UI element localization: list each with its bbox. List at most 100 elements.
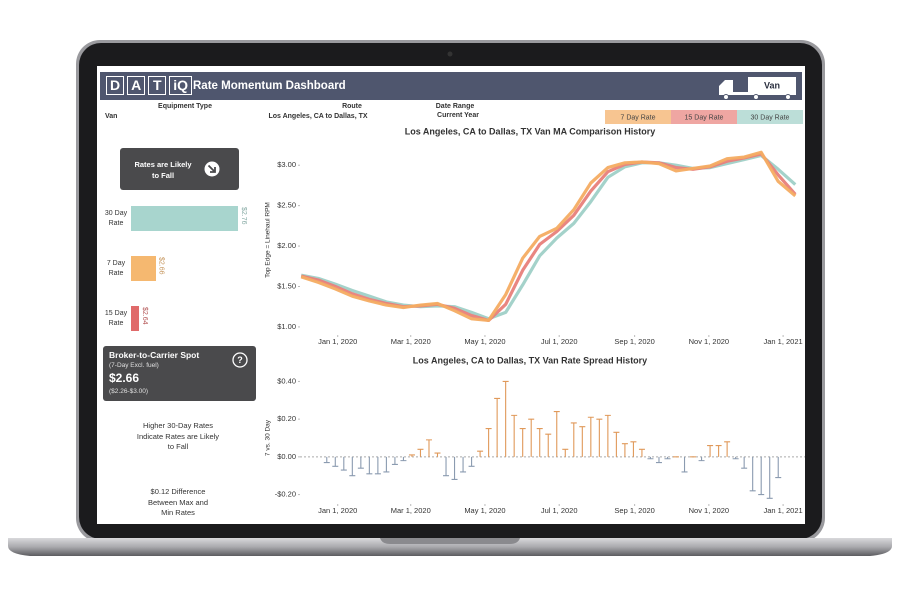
spread-bar (732, 456, 739, 460)
chart-title: Los Angeles, CA to Dallas, TX Van MA Com… (405, 126, 656, 136)
legend-swatch (605, 110, 671, 124)
spot-value: $2.66 (109, 371, 140, 385)
laptop-base (8, 538, 892, 556)
y-tick-label: $1.00 (277, 322, 296, 331)
filter-label: Date Range (435, 103, 475, 110)
spread-bar (715, 444, 722, 457)
category-label: 15 Day Rate (104, 310, 128, 328)
y-tick-label: $2.00 (277, 241, 296, 250)
logo-letter: iQ (169, 76, 193, 95)
x-tick-label: Nov 1, 2020 (689, 506, 729, 515)
spread-bar (741, 456, 748, 469)
help-icon (232, 352, 248, 368)
x-tick-label: Jul 1, 2020 (541, 337, 578, 346)
spread-bar (468, 456, 475, 467)
logo-letter: A (127, 76, 146, 95)
spread-bar (647, 456, 654, 460)
signal-text: Rates are Likely to Fall (134, 160, 192, 181)
legend-swatch (671, 110, 737, 124)
spread-bar (587, 416, 594, 457)
spread-bar (494, 397, 501, 457)
x-tick-label: Mar 1, 2020 (391, 506, 431, 515)
filter-value[interactable]: Los Angeles, CA to Dallas, TX (268, 113, 368, 120)
x-tick-label: May 1, 2020 (464, 337, 505, 346)
spread-bar (545, 433, 552, 457)
spread-bar (340, 456, 347, 471)
equipment-badge: Van (764, 80, 780, 90)
spread-bar (425, 439, 432, 457)
note: Higher 30-Day Rates Indicate Rates are L… (136, 421, 220, 451)
spread-bar (383, 456, 390, 473)
spread-bar (579, 426, 586, 457)
screen (97, 66, 805, 524)
y-tick-label: $0.20 (277, 414, 296, 423)
y-tick-label: $3.00 (277, 160, 296, 169)
spread-bar (570, 422, 577, 457)
y-tick-label: $2.50 (277, 201, 296, 210)
x-tick-label: Jul 1, 2020 (541, 506, 578, 515)
x-tick-label: Jan 1, 2020 (318, 337, 357, 346)
x-tick-label: Jan 1, 2020 (318, 506, 357, 515)
help-glyph: ? (237, 355, 243, 365)
spread-bar (681, 456, 688, 473)
legend-label: 15 Day Rate (685, 114, 724, 121)
spread-bar (357, 456, 364, 469)
x-tick-label: Sep 1, 2020 (614, 337, 654, 346)
logo-letter: T (148, 76, 167, 95)
spread-bar (562, 448, 569, 457)
spread-bar (724, 441, 731, 457)
spread-bar (766, 456, 773, 499)
spread-bar (417, 448, 424, 457)
legend-label: 7 Day Rate (620, 114, 655, 121)
x-tick-label: May 1, 2020 (464, 506, 505, 515)
spread-bar (443, 456, 450, 477)
spread-bar (332, 456, 339, 467)
camera (447, 51, 453, 57)
x-tick-label: Jan 1, 2021 (763, 337, 802, 346)
header-bar (100, 72, 802, 100)
spread-bar (613, 431, 620, 457)
x-tick-label: Mar 1, 2020 (391, 337, 431, 346)
spread-bar (477, 450, 484, 457)
spot-subtitle: (7-Day Excl. fuel) (109, 362, 159, 369)
filter-value[interactable]: Current Year (437, 112, 479, 119)
category-label: 7 Day Rate (106, 260, 126, 278)
truck-icon (719, 77, 796, 100)
y-axis-label: 7 vs. 30 Day (265, 419, 272, 456)
spread-bar (408, 454, 415, 457)
spread-bar (511, 414, 518, 457)
bar (131, 306, 140, 331)
value-label: $2.66 (157, 257, 165, 275)
spread-bar (519, 428, 526, 457)
filter-value[interactable]: Van (105, 113, 118, 120)
spread-bar (707, 444, 714, 457)
dashboard-title: Rate Momentum Dashboard (193, 80, 346, 92)
spread-bar (502, 380, 509, 457)
spot-box (103, 346, 256, 401)
spot-title: Broker-to-Carrier Spot (109, 350, 200, 360)
y-tick-label: $1.50 (277, 281, 296, 290)
spread-bar (758, 456, 765, 496)
spread-bar (621, 443, 628, 457)
spread-bar (485, 428, 492, 457)
value-label: $2.64 (141, 307, 149, 325)
value-label: $2.76 (240, 207, 247, 225)
chart-title: Los Angeles, CA to Dallas, TX Van Rate S… (413, 355, 647, 365)
spread-bar (655, 456, 662, 464)
spread-bar (391, 456, 398, 465)
filter-label: Equipment Type (158, 103, 212, 110)
spread-bar (528, 418, 535, 457)
bar (131, 256, 156, 281)
spread-bar (630, 441, 637, 457)
logo-letter: D (106, 76, 125, 95)
spread-bar (638, 448, 645, 457)
spread-bar (349, 456, 356, 477)
y-tick-label: $0.00 (277, 452, 296, 461)
spread-bar (553, 411, 560, 457)
y-axis-label: Top Edge = Linehaul RPM (265, 202, 272, 278)
signal-box (120, 148, 239, 190)
spot-range: ($2.26-$3.00) (109, 388, 149, 395)
